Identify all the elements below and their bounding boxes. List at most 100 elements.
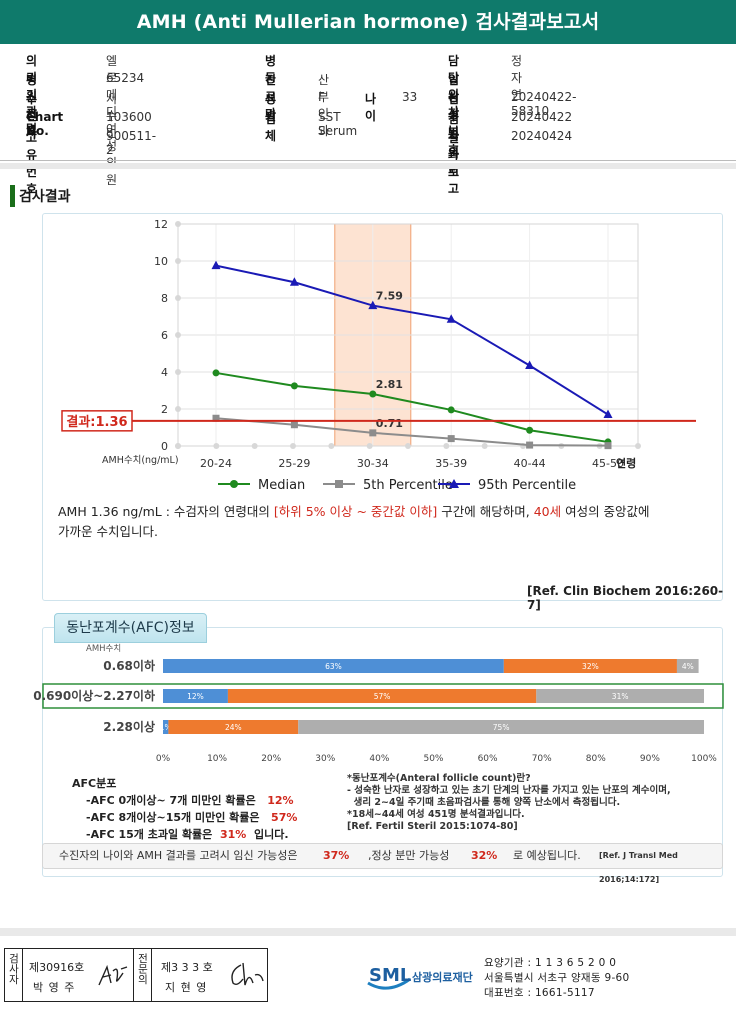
afc-x-tick: 80% — [586, 754, 606, 764]
afc-row-label: 0.690이상~2.27이하 — [33, 688, 155, 703]
data-point — [447, 435, 455, 443]
lab-info: 요양기관 : 1 1 3 6 5 2 0 0 서울특별시 서초구 양재동 9-6… — [484, 956, 630, 1001]
afc-definition: *동난포계수(Anteral follicle count)란? - 성숙한 난… — [347, 773, 717, 833]
request-label: 검사의뢰 — [448, 112, 460, 177]
report-title: AMH (Anti Mullerian hormone) 검사결과보고서 — [0, 0, 736, 44]
afc-bar-label: 24% — [225, 723, 242, 732]
unique-no-value: 900511-2 — [106, 129, 157, 157]
x-tick-label: 40-44 — [514, 457, 546, 470]
y-tick-label: 8 — [161, 292, 168, 305]
specialist-label: 전문의 — [134, 949, 152, 1001]
data-point — [526, 426, 534, 434]
series-line-0 — [215, 371, 609, 443]
ward-label: 병동 — [265, 54, 277, 85]
report-value: 20240424 — [511, 129, 573, 143]
hospital-code-label: 병원코드 — [26, 73, 38, 138]
result-description: AMH 1.36 ng/mL : 수검자의 연령대의 [하위 5% 이상 ~ 중… — [58, 502, 718, 542]
prob-text3: 로 예상됩니다. — [513, 849, 581, 862]
series-line-2 — [215, 264, 609, 416]
specimen-value: SST Serum — [318, 110, 358, 138]
data-point — [525, 360, 535, 370]
tester-no: 제30916호 — [29, 961, 85, 974]
data-point — [369, 390, 377, 398]
afc-dist-title: AFC분포 — [72, 777, 117, 790]
lab-phone: 대표번호 : 1661-5117 — [484, 987, 595, 999]
afc-dist-text: -AFC 15개 초과일 확률은 — [86, 828, 213, 841]
amh-chart: 0 2 4 6 8 10 12 20-24 25-29 30-34 35-39 40-44 45-50연… — [61, 218, 696, 493]
afc-chart: AMH수치 0.68이하 63% 32% 4% 0.690이상~2.27이하 12% 57% 3… — [33, 644, 724, 764]
series-line-1 — [215, 417, 609, 447]
x-axis-dot — [443, 443, 450, 449]
x-axis-dot — [366, 443, 373, 449]
x-axis-dot — [290, 443, 296, 449]
data-point — [290, 382, 298, 390]
afc-x-tick: 60% — [478, 754, 498, 764]
tester-label: 검사자 — [5, 949, 23, 1001]
afc-x-tick: 30% — [315, 754, 335, 764]
data-point — [212, 414, 220, 422]
sex-value: F — [318, 90, 325, 104]
unique-no-label: 고유번호 — [26, 131, 38, 196]
afc-bar-segment — [163, 689, 228, 703]
report-label: 결과보고 — [448, 131, 460, 196]
result-label-box — [61, 410, 133, 432]
data-label: 0.71 — [376, 417, 403, 430]
legend-marker — [230, 480, 238, 488]
patient-value: 서수민 — [106, 92, 118, 140]
x-axis-dot — [251, 443, 258, 449]
afc-tab: 동난포계수(AFC)정보 — [54, 613, 207, 643]
prob-text1: 수진자의 나이와 AMH 결과를 고려시 임신 가능성은 — [59, 849, 298, 862]
afc-dist-text: -AFC 8개이상~15개 미만인 확률은 — [86, 811, 260, 824]
afc-dist-value: 12% — [267, 794, 294, 807]
data-point — [369, 429, 377, 437]
afc-dist-row: -AFC 15개 초과일 확률은 31% 입니다. — [72, 826, 297, 843]
receipt-value: 20240422-58310 — [511, 90, 577, 118]
afc-x-tick: 20% — [261, 754, 281, 764]
afc-x-tick: 70% — [532, 754, 552, 764]
afc-bar-label: 57% — [374, 692, 391, 701]
afc-bar-label: 63% — [325, 662, 342, 671]
chart-no-label: Chart No. — [26, 110, 64, 138]
tester-label-text: 검사자 — [7, 953, 20, 985]
afc-def-line: 생리 2~4일 주기때 초음파검사를 통해 양쪽 난소에서 측정됩니다. — [347, 797, 621, 808]
age-label: 나이 — [365, 92, 377, 123]
afc-dist-suffix: 입니다. — [254, 828, 289, 841]
afc-x-tick: 10% — [207, 754, 227, 764]
specimen-label: 검체 — [265, 112, 277, 143]
afc-x-tick: 50% — [423, 754, 443, 764]
data-point — [526, 441, 534, 449]
data-point — [447, 406, 455, 414]
afc-bar-segment — [503, 659, 677, 673]
afc-row-label: 2.28이상 — [103, 719, 155, 734]
x-axis-suffix: 연령 — [616, 456, 636, 470]
data-label: 2.81 — [376, 378, 403, 391]
y-tick-label: 12 — [154, 218, 168, 231]
x-tick-label: 30-34 — [357, 457, 389, 470]
hospital-code-value: 65234 — [106, 71, 145, 85]
section-marker — [10, 185, 15, 207]
sex-label: 성별 — [265, 92, 277, 123]
legend-marker — [449, 479, 459, 488]
afc-bar-segment — [168, 720, 299, 734]
desc-part1: AMH 1.36 ng/mL : 수검자의 연령대의 — [58, 504, 274, 519]
afc-bar-segment — [163, 720, 169, 734]
x-axis-dot — [213, 443, 220, 449]
divider-band — [0, 163, 736, 169]
dept-label: 진료과 — [265, 73, 277, 121]
y-tick-label: 10 — [154, 255, 168, 268]
desc-age: 40세 — [533, 504, 562, 519]
afc-bar-label: 12% — [187, 692, 204, 701]
prob-text2: ,정상 분만 가능성 — [368, 849, 450, 862]
x-axis-dot — [481, 443, 488, 449]
afc-bar-label: 31% — [612, 692, 629, 701]
y-tick-label: 4 — [161, 366, 168, 379]
sml-logo: SML 삼광의료재단 — [366, 955, 481, 999]
sml-logo-text: SML — [369, 965, 411, 986]
afc-bar-label: 4% — [682, 662, 694, 671]
lab-name: 삼광의료재단 — [412, 970, 473, 984]
afc-dist-text: -AFC 0개이상~ 7개 미만인 확률은 — [86, 794, 256, 807]
x-tick-label: 25-29 — [278, 457, 310, 470]
sml-logo-mark: SML 삼광의료재단 — [367, 965, 473, 990]
data-point — [289, 277, 299, 286]
divider — [0, 160, 736, 161]
